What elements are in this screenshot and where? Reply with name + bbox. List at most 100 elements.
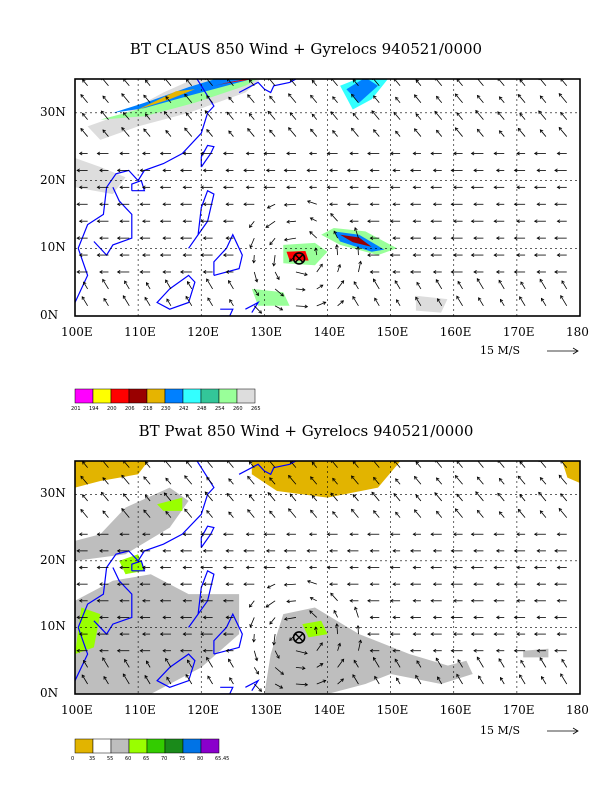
wind-vector [517,509,526,518]
colorbar-swatch [92,388,112,404]
colorbar-level-label: 218 [143,406,153,412]
wind-vector-head [349,151,353,156]
colorbar-level-label: 35 [89,756,96,762]
wind-vector-head [119,185,123,190]
wind-vector-head [309,217,314,221]
wind-vector-head [102,278,106,283]
wind-vector-head [159,532,164,537]
wind-vector [269,129,276,137]
wind-vector [540,129,547,137]
wind-vector-head [497,492,501,497]
wind-vector [288,127,297,137]
wind-vector-head [349,598,353,603]
wind-vector [253,650,258,661]
colorbar-level-label: 206 [125,406,135,412]
wind-vector-head [116,270,121,274]
wind-vector-head [139,202,144,207]
wind-vector-head [358,639,363,644]
wind-vector [102,461,109,468]
wind-vector [337,264,341,273]
wind-vector [436,511,443,518]
wind-vector-head [349,565,353,570]
wind-vector [163,492,172,502]
wind-vector-head [519,296,523,300]
wind-vector-head [99,615,103,620]
wind-vector [415,675,422,685]
wind-vector-head [288,508,292,512]
wind-vector [352,296,359,307]
wind-vector-head [476,128,481,133]
wind-vector-head [476,476,481,481]
wind-vector [351,509,359,518]
chart2-grid [75,461,580,694]
wind-vector [269,510,276,518]
wind-vector-head [350,93,355,98]
wind-vector-head [226,111,231,116]
wind-vector [165,130,172,137]
wind-vector-head [356,625,361,629]
x-tick-label: 170E [502,325,535,339]
wind-vector [371,110,380,120]
wind-vector-head [163,492,168,496]
wind-vector [396,677,401,685]
wind-vector-head [258,688,263,692]
wind-vector-head [207,675,211,680]
wind-vector [315,627,318,635]
wind-vector-head [454,127,459,131]
wind-vector-head [367,565,371,570]
wind-vector-head [556,632,561,636]
wind-vector [456,493,463,502]
wind-vector-head [159,185,164,190]
wind-vector-head [332,477,336,482]
wind-vector-head [322,679,327,684]
wind-vector-head [354,227,358,231]
wind-vector-head [349,219,353,224]
wind-vector-head [513,270,518,274]
colorbar-swatch [164,738,184,754]
wind-vector-head [76,582,80,587]
wind-vector-head [225,582,230,587]
x-tick-label: 160E [439,325,472,339]
wind-vector [206,278,213,290]
wind-vector-head [102,657,106,661]
wind-vector [284,617,297,620]
wind-vector-head [185,295,189,300]
wind-vector-head [165,510,169,515]
wind-vector [373,278,380,290]
cloud-band [112,79,252,113]
wind-vector-head [476,94,481,99]
wind-vector-head [81,674,86,678]
wind-vector [144,675,151,685]
chart1-plot-area [74,78,581,355]
wind-vector-head [103,297,107,302]
moisture-high [157,497,183,511]
wind-vector [288,475,297,485]
wind-vector [540,95,547,103]
wind-vector-head [116,202,121,207]
cloud-core [286,251,309,261]
wind-vector [456,674,463,685]
wind-vector [144,297,151,307]
wind-vector-head [76,236,80,241]
x-tick-label: 100E [61,703,93,717]
wind-vector-head [245,565,250,570]
wind-vector-head [389,219,394,224]
wind-vector [330,111,338,120]
colorbar-swatch [200,388,220,404]
wind-vector-head [265,168,270,173]
wind-vector-head [269,95,273,100]
wind-vector-head [473,270,477,274]
wind-vector [561,659,568,668]
wind-vector [228,511,234,518]
wind-vector-head [139,236,144,241]
wind-vector-head [541,675,545,680]
wind-vector-head [78,532,83,537]
wind-vector-head [495,548,500,553]
wind-vector-head [410,270,414,274]
wind-vector-head [243,548,247,553]
wind-vector [456,112,463,120]
wind-vector-head [493,632,498,636]
wind-vector [351,475,359,485]
coastline [245,300,260,313]
wind-vector-head [395,96,399,101]
